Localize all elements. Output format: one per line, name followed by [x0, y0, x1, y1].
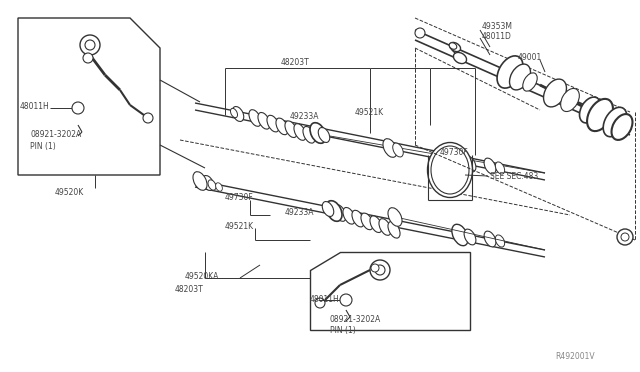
Text: 49730F: 49730F — [225, 193, 253, 202]
Ellipse shape — [326, 201, 342, 221]
Ellipse shape — [379, 219, 391, 235]
Text: 49233A: 49233A — [285, 208, 314, 217]
Ellipse shape — [543, 79, 566, 107]
Ellipse shape — [561, 89, 579, 112]
Text: 48011D: 48011D — [482, 32, 512, 41]
Ellipse shape — [509, 64, 531, 90]
Text: 49353M: 49353M — [482, 22, 513, 31]
Ellipse shape — [452, 151, 468, 173]
Ellipse shape — [388, 221, 400, 238]
Ellipse shape — [612, 114, 632, 140]
Text: 49521K: 49521K — [355, 108, 384, 117]
Text: 49233A: 49233A — [290, 112, 319, 121]
Text: 48203T: 48203T — [175, 285, 204, 294]
Circle shape — [370, 260, 390, 280]
Text: 49520K: 49520K — [55, 188, 84, 197]
Circle shape — [415, 28, 425, 38]
Ellipse shape — [464, 229, 476, 245]
Ellipse shape — [303, 126, 315, 143]
Ellipse shape — [388, 208, 402, 226]
Text: R492001V: R492001V — [555, 352, 595, 361]
Text: 49730F: 49730F — [440, 148, 468, 157]
Text: 48203T: 48203T — [280, 58, 309, 67]
Text: 08921-3202A: 08921-3202A — [30, 130, 81, 139]
Ellipse shape — [249, 110, 261, 126]
Ellipse shape — [343, 208, 355, 224]
Circle shape — [72, 102, 84, 114]
Ellipse shape — [383, 139, 397, 157]
Ellipse shape — [267, 115, 279, 132]
Ellipse shape — [193, 172, 207, 190]
Ellipse shape — [454, 52, 467, 64]
Ellipse shape — [276, 118, 288, 135]
Ellipse shape — [464, 156, 476, 172]
Ellipse shape — [323, 202, 333, 217]
Ellipse shape — [352, 210, 364, 227]
Ellipse shape — [452, 224, 468, 246]
Ellipse shape — [310, 123, 326, 143]
Ellipse shape — [216, 183, 222, 191]
Ellipse shape — [294, 124, 306, 140]
Circle shape — [85, 40, 95, 50]
Text: PIN (1): PIN (1) — [30, 142, 56, 151]
Text: PIN (1): PIN (1) — [330, 326, 356, 335]
Ellipse shape — [484, 231, 496, 247]
Ellipse shape — [428, 142, 472, 198]
Ellipse shape — [449, 42, 461, 52]
Text: SEE SEC.483: SEE SEC.483 — [490, 172, 538, 181]
Text: 49521K: 49521K — [225, 222, 254, 231]
Polygon shape — [18, 18, 160, 175]
Circle shape — [617, 229, 633, 245]
Ellipse shape — [285, 121, 297, 138]
Ellipse shape — [449, 43, 457, 49]
Text: 49520KA: 49520KA — [185, 272, 220, 281]
Ellipse shape — [208, 180, 216, 190]
Circle shape — [371, 264, 379, 272]
Ellipse shape — [484, 158, 496, 174]
Ellipse shape — [497, 56, 523, 88]
Text: 48011H: 48011H — [20, 102, 50, 111]
Ellipse shape — [334, 205, 346, 221]
Ellipse shape — [431, 146, 469, 194]
Ellipse shape — [202, 176, 214, 190]
Ellipse shape — [604, 107, 627, 137]
Ellipse shape — [523, 73, 537, 91]
Ellipse shape — [258, 112, 270, 129]
Ellipse shape — [587, 99, 613, 131]
Ellipse shape — [230, 108, 237, 118]
Text: 08921-3202A: 08921-3202A — [330, 315, 381, 324]
Polygon shape — [310, 252, 470, 330]
Circle shape — [621, 233, 629, 241]
Circle shape — [143, 113, 153, 123]
Ellipse shape — [361, 213, 373, 230]
Circle shape — [80, 35, 100, 55]
Circle shape — [315, 298, 325, 308]
Text: 48011H: 48011H — [310, 295, 340, 304]
Circle shape — [340, 294, 352, 306]
Ellipse shape — [232, 106, 244, 122]
Ellipse shape — [370, 216, 382, 232]
Circle shape — [375, 265, 385, 275]
Ellipse shape — [318, 128, 330, 142]
Ellipse shape — [495, 235, 504, 247]
Text: 49001: 49001 — [518, 53, 542, 62]
Ellipse shape — [495, 162, 504, 174]
Ellipse shape — [580, 97, 600, 123]
Ellipse shape — [393, 143, 403, 157]
Circle shape — [83, 53, 93, 63]
